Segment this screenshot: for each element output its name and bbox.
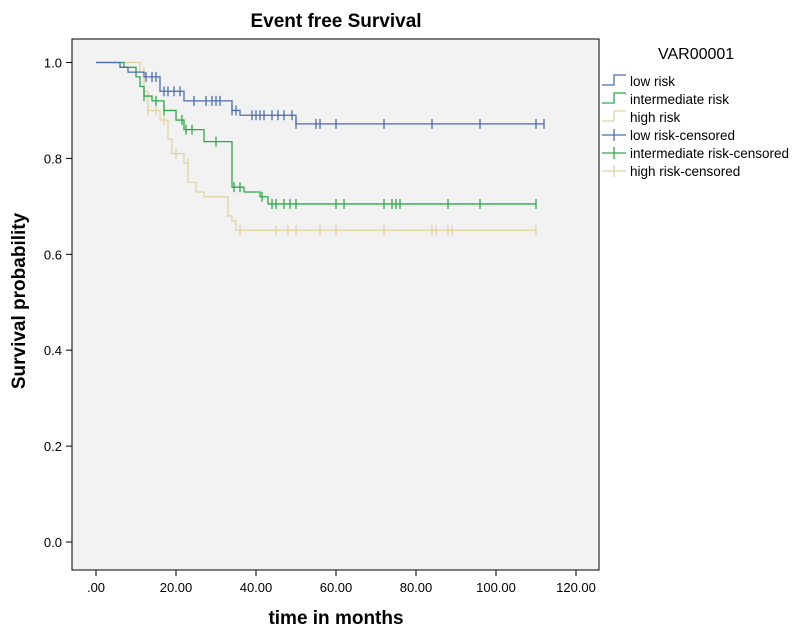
legend-label: high risk <box>630 110 681 125</box>
y-tick-label: 0.8 <box>44 151 62 166</box>
legend-item: high risk <box>602 110 681 125</box>
y-tick-label: 1.0 <box>44 56 62 71</box>
x-tick-label: 60.00 <box>320 580 353 595</box>
x-tick-label: 120.00 <box>556 580 596 595</box>
series-2 <box>96 61 537 236</box>
series-0 <box>96 61 545 129</box>
x-tick-label: 20.00 <box>160 580 193 595</box>
x-tick-label: 100.00 <box>476 580 516 595</box>
x-tick-label: 80.00 <box>400 580 433 595</box>
legend: VAR00001 low risk intermediate risk high r… <box>602 46 789 179</box>
legend-item: low risk <box>602 74 675 89</box>
legend-swatch-step <box>602 110 626 122</box>
series-1 <box>96 61 537 209</box>
legend-item: high risk-censored <box>602 164 740 179</box>
legend-label: low risk <box>630 74 675 89</box>
y-tick-label: 0.0 <box>44 535 62 550</box>
legend-label: low risk-censored <box>630 128 735 143</box>
plot-area <box>71 38 600 571</box>
legend-label: high risk-censored <box>630 164 740 179</box>
y-tick-label: 0.6 <box>44 247 62 262</box>
survival-curve-1 <box>96 61 536 205</box>
y-tick-label: 0.4 <box>44 343 62 358</box>
legend-swatch-step <box>602 74 626 86</box>
y-tick-label: 0.2 <box>44 439 62 454</box>
legend-item: intermediate risk <box>602 92 729 107</box>
x-tick-label: .00 <box>87 580 105 595</box>
legend-swatch-step <box>602 92 626 104</box>
legend-label: intermediate risk-censored <box>630 146 789 161</box>
legend-label: intermediate risk <box>630 92 729 107</box>
survival-curve-2 <box>96 61 536 231</box>
x-tick-label: 40.00 <box>240 580 273 595</box>
legend-item: low risk-censored <box>602 128 735 143</box>
axes: .00 20.00 40.00 60.00 80.00 100.00 120.00 0.0 0.… <box>44 56 596 596</box>
y-axis-title: Survival probability <box>9 212 30 389</box>
survival-curve-0 <box>96 61 544 125</box>
chart-title: Event free Survival <box>250 11 421 32</box>
legend-item: intermediate risk-censored <box>602 146 789 161</box>
series-layer <box>96 61 545 236</box>
x-axis-title: time in months <box>268 608 403 627</box>
legend-title: VAR00001 <box>658 46 734 63</box>
